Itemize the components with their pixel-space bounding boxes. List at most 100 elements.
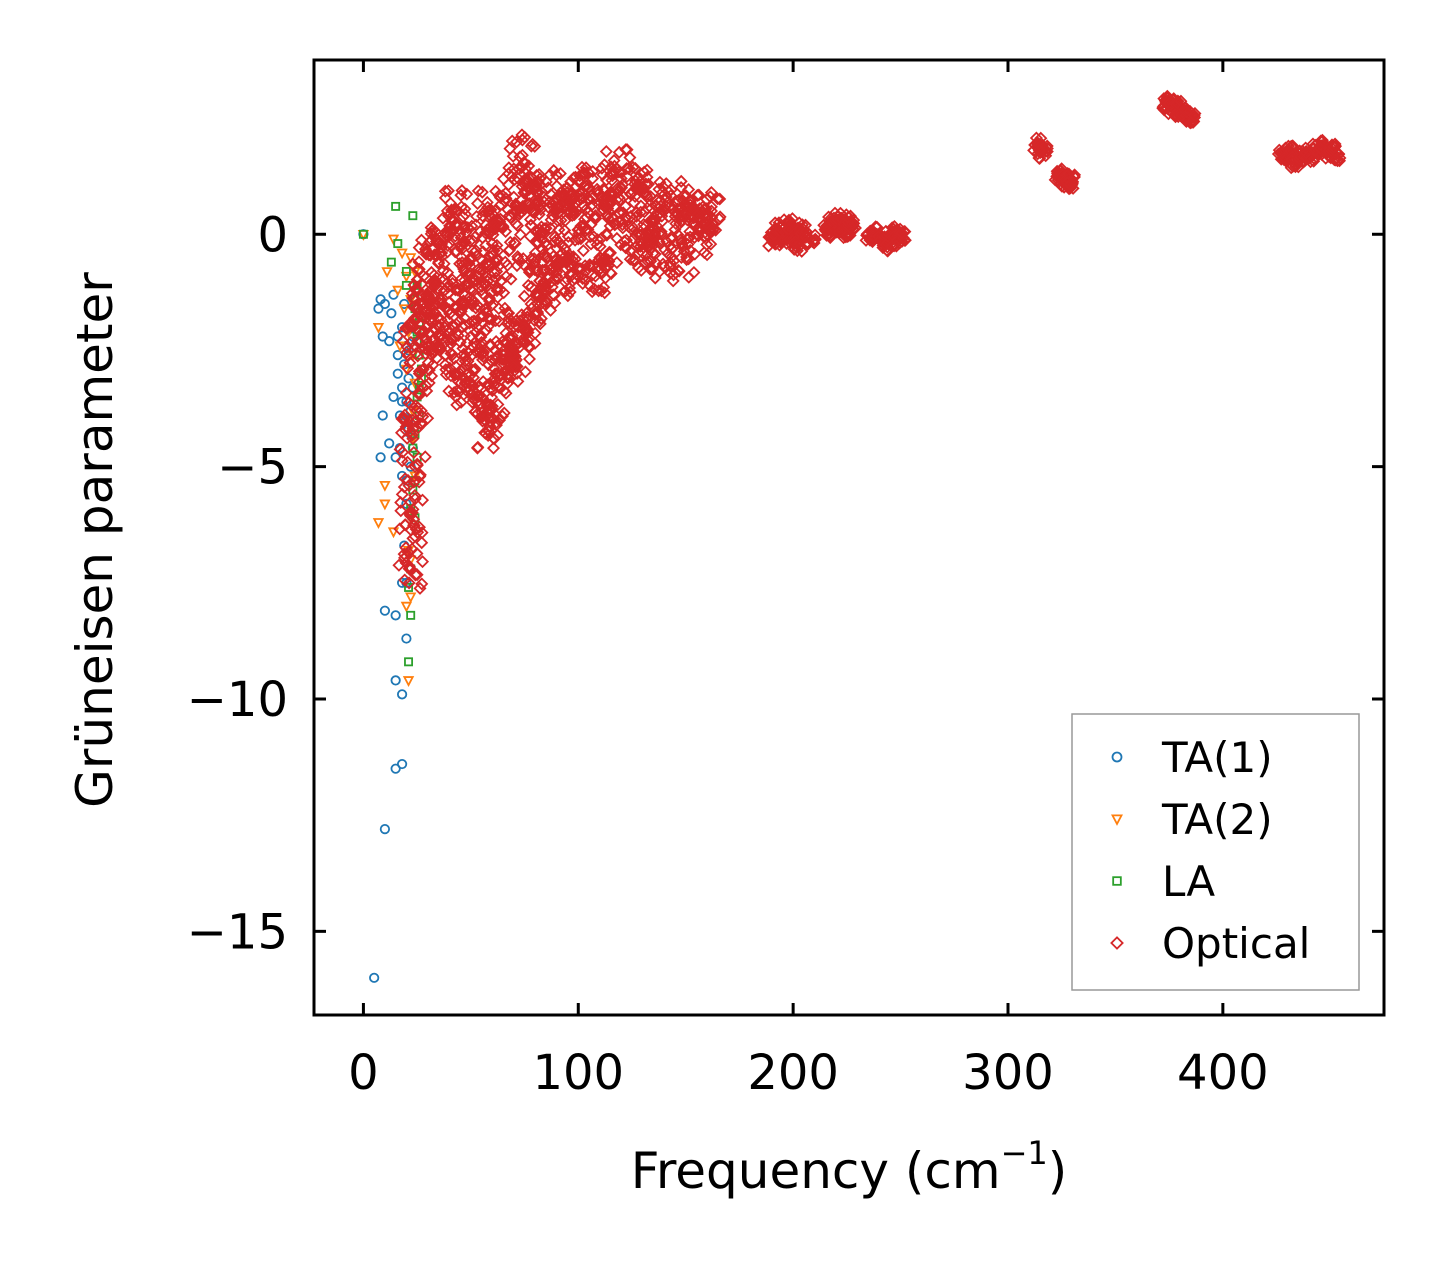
data-point [704, 185, 718, 200]
data-point [400, 271, 413, 283]
data-point [511, 252, 525, 266]
data-point [503, 211, 518, 225]
data-point [507, 190, 521, 204]
data-point [518, 130, 532, 144]
data-point [447, 352, 461, 366]
data-point [599, 144, 613, 159]
data-point [700, 216, 714, 230]
data-point [516, 199, 530, 213]
data-point [405, 428, 419, 442]
y-tick-label: −10 [187, 672, 288, 728]
legend-marker-la [1112, 876, 1122, 886]
data-point [396, 758, 408, 770]
data-point [398, 551, 412, 565]
data-point [495, 409, 509, 423]
data-point [412, 375, 426, 389]
data-point [396, 689, 408, 700]
data-point [594, 255, 608, 269]
data-point [451, 367, 465, 381]
data-point [407, 445, 421, 460]
data-point [466, 271, 480, 285]
data-point [506, 149, 520, 163]
data-point [523, 262, 537, 276]
data-point [455, 320, 469, 334]
data-point [454, 304, 468, 318]
data-point [415, 536, 429, 550]
data-point [412, 364, 426, 378]
data-point [463, 266, 477, 280]
data-marks [357, 89, 1347, 983]
data-point [398, 518, 413, 532]
data-point [438, 191, 452, 205]
data-point [372, 518, 385, 529]
legend-marker-ta-2- [1111, 814, 1123, 826]
data-point [477, 345, 491, 359]
data-point [604, 267, 618, 281]
data-point [649, 199, 663, 213]
data-point [404, 335, 418, 349]
data-point [479, 306, 494, 320]
data-point [573, 261, 587, 276]
data-point [379, 480, 391, 492]
data-point [401, 266, 411, 276]
data-point [455, 256, 469, 270]
data-point [576, 244, 590, 258]
data-point [499, 186, 513, 200]
data-point [505, 134, 519, 148]
data-point [477, 259, 491, 273]
data-point [487, 432, 501, 446]
data-point [412, 475, 426, 489]
data-point [711, 192, 725, 206]
data-point [535, 279, 549, 293]
x-axis-title-superscript: −1 [1001, 1134, 1048, 1172]
data-point [404, 495, 418, 509]
data-point [402, 396, 416, 410]
data-point [392, 285, 404, 297]
data-point [404, 657, 414, 667]
data-point [502, 311, 516, 326]
data-point [486, 248, 500, 263]
data-point [381, 267, 393, 279]
data-point [474, 348, 488, 362]
data-point [580, 179, 594, 193]
data-point [473, 225, 487, 239]
data-point [458, 207, 472, 221]
data-point [402, 559, 416, 573]
data-point [387, 527, 400, 539]
data-point [430, 336, 444, 350]
legend-items: TA(1) TA(2) LA Optical [1110, 733, 1310, 968]
data-point [669, 207, 683, 221]
data-point [808, 233, 822, 247]
data-point [412, 241, 426, 255]
data-point [663, 266, 677, 280]
data-point [1179, 105, 1193, 119]
data-point [563, 285, 577, 299]
data-point [808, 228, 822, 242]
data-point [492, 314, 506, 328]
data-point [522, 159, 536, 173]
data-point [458, 319, 472, 333]
data-point [587, 211, 601, 225]
data-point [428, 279, 442, 293]
data-point [394, 495, 408, 509]
data-point [605, 189, 619, 203]
data-point [585, 198, 599, 212]
data-point [529, 180, 543, 194]
data-point [492, 259, 506, 273]
data-point [416, 340, 430, 354]
data-point [415, 577, 429, 591]
data-point [494, 198, 508, 212]
data-point [413, 468, 427, 482]
data-point [499, 386, 513, 400]
data-point [625, 220, 639, 234]
data-point [494, 373, 508, 387]
data-point [581, 181, 595, 195]
data-point [469, 301, 483, 315]
data-point [544, 303, 558, 317]
data-point [889, 239, 903, 253]
data-point [494, 352, 509, 366]
data-point [390, 675, 401, 686]
data-point [452, 385, 466, 399]
data-point [393, 442, 407, 456]
data-point [626, 160, 640, 174]
